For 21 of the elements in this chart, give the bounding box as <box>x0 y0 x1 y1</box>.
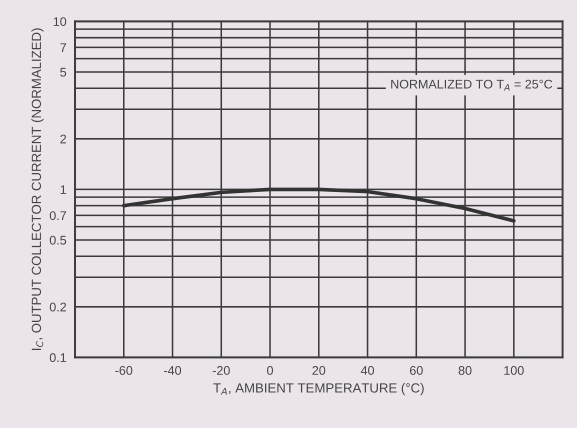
x-tick-label: -20 <box>212 366 230 375</box>
y-tick-label: 0.5 <box>50 236 66 245</box>
annotation: NORMALIZED TO T$_{A}$ = 25°C <box>391 80 552 90</box>
x-tick-label: -40 <box>164 366 182 375</box>
y-tick-label: 7 <box>60 43 66 52</box>
x-tick-label: 40 <box>360 366 374 375</box>
x-tick-label: 80 <box>458 366 472 375</box>
x-tick-label: 20 <box>312 366 326 375</box>
y-tick-label: 0.1 <box>50 353 66 362</box>
y-tick-label: 1 <box>60 185 66 194</box>
y-tick-label: 5 <box>60 68 66 77</box>
y-tick-label: 0.7 <box>50 211 66 220</box>
y-tick-label: 0.2 <box>50 302 66 312</box>
x-tick-label: -60 <box>115 366 132 375</box>
x-tick-label: 100 <box>504 366 524 375</box>
y-axis-title: I$_{C}$, OUTPUT COLLECTOR CURRENT (NORMALIZED) <box>31 28 44 350</box>
x-axis-title: T$_{A}$, AMBIENT TEMPERATURE (°C) <box>213 382 424 396</box>
x-tick-label: 0 <box>267 366 274 375</box>
y-tick-label: 10 <box>54 17 66 26</box>
y-tick-label: 2 <box>60 134 66 144</box>
x-tick-label: 60 <box>410 366 423 375</box>
